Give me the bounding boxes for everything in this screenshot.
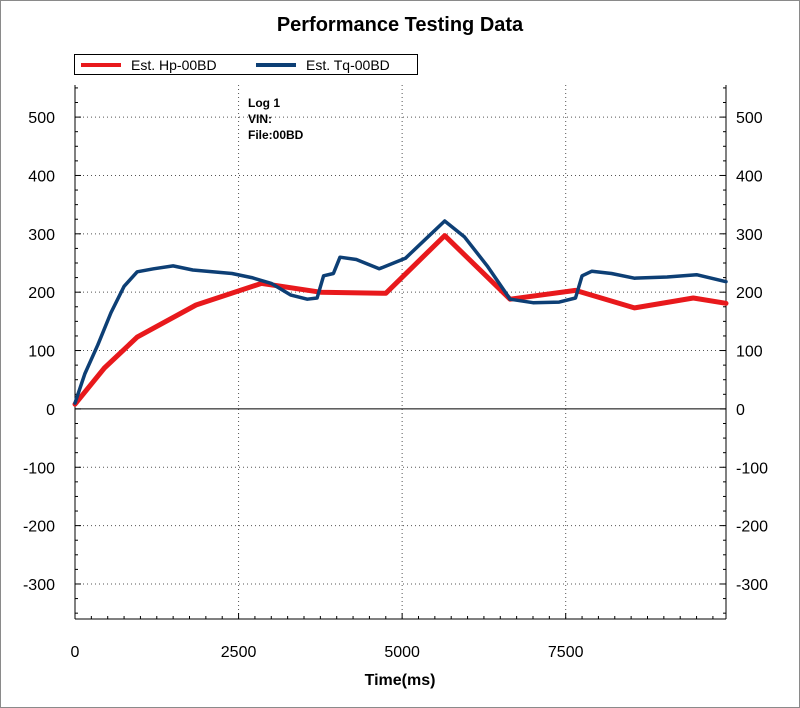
y-tick-label-left: 100: [28, 344, 55, 361]
y-tick-label-right: -200: [736, 519, 768, 536]
y-tick-label-right: 0: [736, 402, 745, 419]
y-tick-label-right: -300: [736, 577, 768, 594]
legend-label-hp: Est. Hp-00BD: [131, 56, 217, 73]
series-line-tq: [73, 219, 728, 405]
y-tick-label-left: -300: [23, 577, 55, 594]
annotation-line: VIN:: [248, 112, 272, 126]
y-tick-label-left: 0: [46, 402, 55, 419]
legend-swatch-tq: [256, 62, 296, 67]
x-tick-label: 0: [71, 644, 80, 661]
series-line-hp: [72, 233, 729, 407]
y-tick-label-right: 200: [736, 285, 763, 302]
annotation-line: Log 1: [248, 96, 280, 110]
x-tick-label: 7500: [548, 644, 584, 661]
x-tick-label: 5000: [384, 644, 420, 661]
y-tick-label-right: 500: [736, 110, 763, 127]
y-tick-label-left: 500: [28, 110, 55, 127]
y-tick-label-left: 300: [28, 227, 55, 244]
legend: Est. Hp-00BD Est. Tq-00BD: [74, 54, 418, 75]
y-tick-label-right: 400: [736, 168, 763, 185]
y-tick-label-left: -200: [23, 519, 55, 536]
legend-item-hp: Est. Hp-00BD: [75, 57, 250, 73]
chart-title: Performance Testing Data: [276, 14, 524, 36]
y-tick-label-left: -100: [23, 460, 55, 477]
legend-swatch-hp: [81, 62, 121, 67]
y-tick-label-right: 100: [736, 344, 763, 361]
y-tick-label-left: 200: [28, 285, 55, 302]
x-axis-label: Time(ms): [364, 672, 436, 689]
log-annotation: Log 1 VIN: File:00BD: [248, 95, 303, 143]
annotation-line: File:00BD: [248, 128, 304, 142]
x-tick-label: 2500: [221, 644, 257, 661]
y-tick-label-right: 300: [736, 227, 763, 244]
y-tick-label-left: 400: [28, 168, 55, 185]
y-tick-label-right: -100: [736, 460, 768, 477]
legend-item-tq: Est. Tq-00BD: [250, 57, 390, 73]
legend-label-tq: Est. Tq-00BD: [306, 56, 390, 73]
